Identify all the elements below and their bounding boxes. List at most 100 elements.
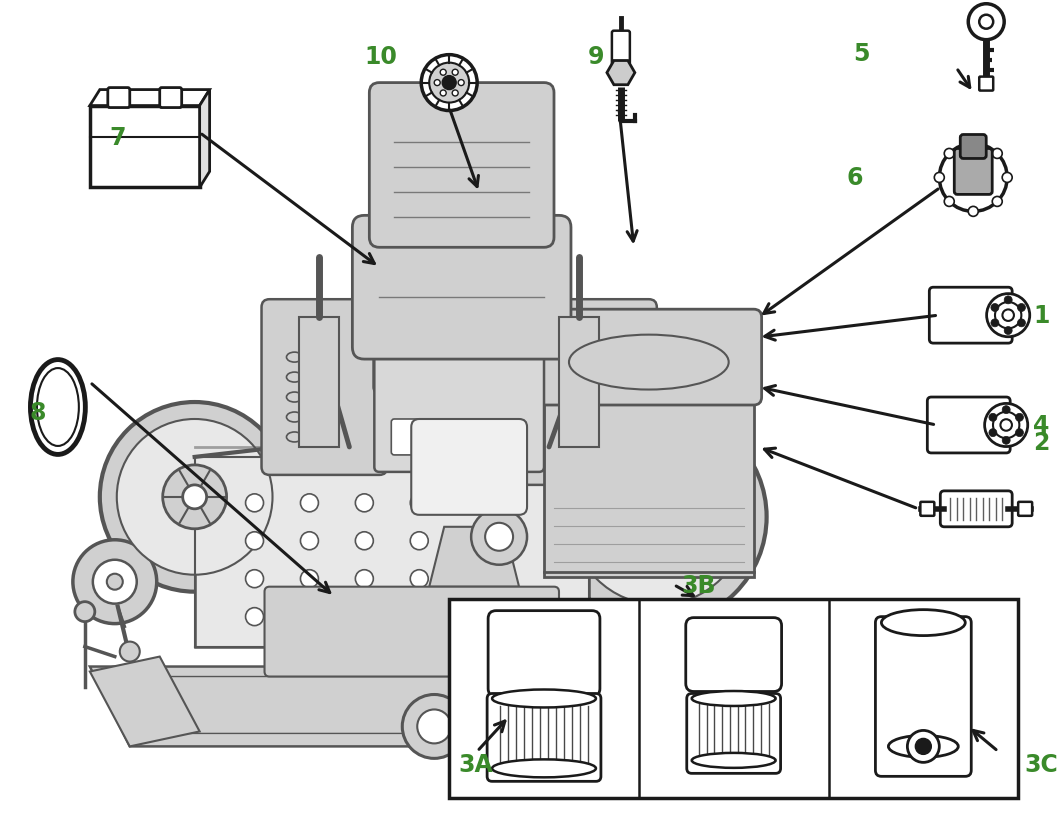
Circle shape [623,481,695,553]
Circle shape [441,91,446,97]
FancyBboxPatch shape [391,419,457,456]
Circle shape [356,570,374,588]
Circle shape [402,695,466,758]
Circle shape [465,608,483,626]
Text: 3C: 3C [1024,753,1058,777]
Circle shape [1001,420,1012,431]
Circle shape [485,523,513,551]
Text: 3A: 3A [459,753,493,777]
Ellipse shape [569,335,729,390]
Circle shape [301,608,319,626]
Ellipse shape [692,753,775,768]
Circle shape [939,145,1007,212]
FancyBboxPatch shape [108,88,130,108]
Circle shape [100,403,289,592]
Circle shape [989,414,997,422]
FancyBboxPatch shape [449,599,1018,798]
Ellipse shape [881,609,965,636]
FancyBboxPatch shape [940,491,1012,527]
Polygon shape [90,657,200,747]
Text: 4: 4 [1033,414,1049,437]
Circle shape [452,91,459,97]
Circle shape [1018,304,1025,312]
Circle shape [246,495,264,512]
Circle shape [511,679,567,734]
Circle shape [459,80,464,87]
FancyBboxPatch shape [961,136,986,160]
FancyBboxPatch shape [1018,502,1033,516]
Text: 8: 8 [30,400,47,424]
FancyBboxPatch shape [353,216,571,360]
Polygon shape [90,667,699,747]
Circle shape [163,466,227,529]
FancyBboxPatch shape [160,88,182,108]
Text: 6: 6 [846,166,863,190]
FancyBboxPatch shape [928,398,1010,453]
Circle shape [410,570,428,588]
FancyBboxPatch shape [954,150,992,195]
Polygon shape [195,457,589,647]
Ellipse shape [985,404,1027,447]
FancyBboxPatch shape [980,78,993,92]
Circle shape [1018,319,1025,327]
Circle shape [1016,414,1023,422]
Circle shape [301,532,319,550]
Circle shape [356,495,374,512]
Polygon shape [300,318,339,447]
Polygon shape [90,90,210,107]
Circle shape [991,304,999,312]
Circle shape [246,608,264,626]
Ellipse shape [889,735,958,758]
Circle shape [246,532,264,550]
FancyBboxPatch shape [521,300,657,485]
Circle shape [1002,406,1010,414]
Circle shape [934,173,945,184]
Circle shape [356,608,374,626]
Circle shape [73,540,157,624]
FancyBboxPatch shape [876,617,971,777]
Ellipse shape [492,690,596,708]
Circle shape [992,149,1002,160]
Circle shape [915,739,931,754]
Circle shape [1004,327,1012,335]
Circle shape [525,693,553,720]
Circle shape [989,429,997,437]
Polygon shape [559,318,599,447]
FancyBboxPatch shape [686,694,780,773]
FancyBboxPatch shape [686,618,782,691]
Text: 7: 7 [109,127,126,151]
Circle shape [1004,297,1012,304]
Circle shape [645,503,672,531]
Circle shape [441,70,446,76]
Ellipse shape [37,369,78,447]
FancyBboxPatch shape [411,419,527,515]
Circle shape [908,730,939,762]
FancyBboxPatch shape [262,300,388,476]
Circle shape [991,319,999,327]
Circle shape [1016,429,1023,437]
Circle shape [410,532,428,550]
Circle shape [1002,173,1012,184]
Circle shape [968,139,979,150]
Circle shape [421,55,478,112]
Circle shape [429,64,469,103]
Polygon shape [200,90,210,189]
FancyBboxPatch shape [536,310,761,405]
FancyBboxPatch shape [265,587,559,676]
Text: 1: 1 [1033,304,1049,327]
Circle shape [75,602,95,622]
Circle shape [93,560,137,604]
Circle shape [116,419,272,575]
FancyBboxPatch shape [370,84,554,248]
FancyBboxPatch shape [930,288,1012,344]
Circle shape [120,642,140,662]
Circle shape [465,532,483,550]
Text: 10: 10 [365,45,398,69]
Circle shape [182,485,207,509]
Text: 2: 2 [1033,430,1049,454]
Circle shape [968,207,979,218]
FancyBboxPatch shape [488,611,599,696]
Circle shape [992,197,1002,208]
Polygon shape [544,368,754,577]
FancyBboxPatch shape [374,352,544,472]
